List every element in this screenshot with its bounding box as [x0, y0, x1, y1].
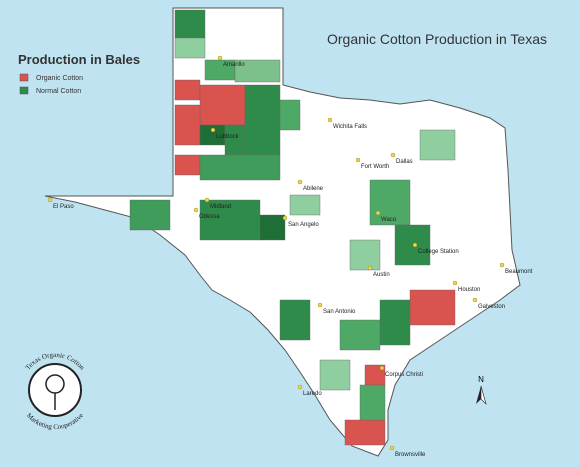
legend-label: Organic Cotton — [36, 75, 83, 82]
legend-swatch — [19, 73, 29, 82]
city-label: Brownsville — [395, 452, 426, 458]
city-dot — [47, 197, 53, 203]
city-dot — [297, 179, 303, 185]
city-label: Dallas — [396, 159, 413, 165]
city-dot — [452, 280, 458, 286]
legend-label: Normal Cotton — [36, 88, 81, 95]
city-dot — [210, 127, 216, 133]
legend-title: Production in Bales — [18, 52, 140, 67]
city-dot — [412, 242, 418, 248]
city-label: Midland — [210, 204, 231, 210]
city-label: San Angelo — [288, 222, 319, 228]
city-label: Wichita Falls — [333, 124, 367, 130]
city-label: Austin — [373, 272, 390, 278]
city-label: Amarillo — [223, 62, 245, 68]
city-label: Odessa — [199, 214, 220, 220]
city-dot — [193, 207, 199, 213]
city-dot — [204, 197, 210, 203]
city-dot — [375, 210, 381, 216]
city-label: Beaumont — [505, 269, 533, 275]
city-dot — [472, 297, 478, 303]
compass-label: N — [478, 375, 484, 384]
city-label: El Paso — [53, 204, 74, 210]
city-label: Corpus Christi — [385, 372, 423, 378]
legend-swatch — [19, 86, 29, 95]
city-label: Waco — [381, 217, 397, 223]
city-label: Houston — [458, 287, 480, 293]
city-dot — [217, 55, 223, 61]
city-label: College Station — [418, 249, 459, 255]
city-dot — [389, 445, 395, 451]
city-label: Lubbock — [216, 134, 240, 140]
city-dot — [297, 384, 303, 390]
city-label: Galveston — [478, 304, 505, 310]
city-dot — [282, 215, 288, 221]
city-dot — [499, 262, 505, 268]
legend: Organic Cotton Normal Cotton — [19, 73, 83, 95]
city-dot — [355, 157, 361, 163]
city-dot — [327, 117, 333, 123]
map-title: Organic Cotton Production in Texas — [327, 31, 547, 47]
city-dot — [317, 302, 323, 308]
cities: Amarillo Lubbock Wichita Falls Fort Worth Da… — [47, 55, 533, 458]
city-dot — [379, 365, 385, 371]
compass: N — [476, 375, 487, 406]
city-label: Fort Worth — [361, 164, 389, 170]
city-label: Laredo — [303, 391, 322, 397]
city-dot — [390, 152, 396, 158]
city-label: Abilene — [303, 186, 324, 192]
city-label: San Antonio — [323, 309, 356, 315]
counties — [129, 9, 456, 446]
city-dot — [367, 265, 373, 271]
